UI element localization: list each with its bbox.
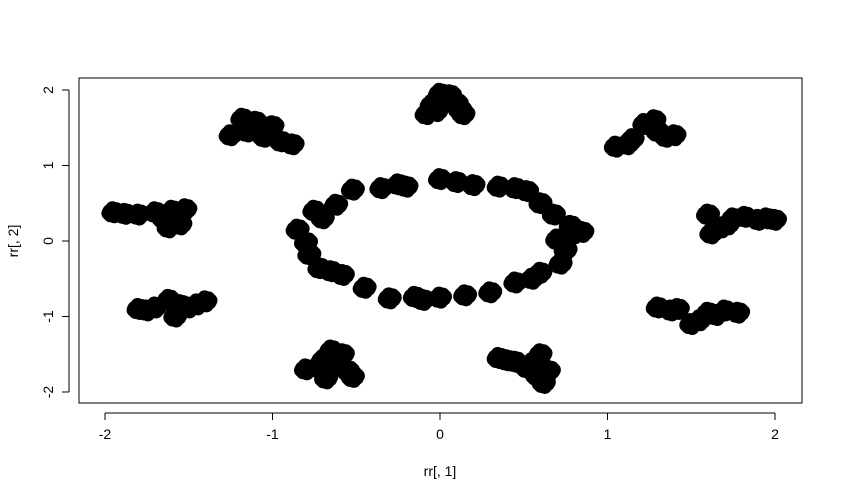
data-point xyxy=(699,222,724,245)
data-point xyxy=(495,349,519,372)
data-point xyxy=(687,309,712,332)
data-point xyxy=(696,203,720,226)
data-point xyxy=(424,100,449,123)
data-point xyxy=(478,281,503,304)
data-point xyxy=(324,193,349,216)
x-tick-label: -1 xyxy=(266,426,279,442)
data-point xyxy=(230,107,255,130)
data-point xyxy=(562,222,586,245)
x-axis: -2 -1 0 1 2 xyxy=(99,412,779,442)
data-point xyxy=(324,352,349,375)
data-point xyxy=(143,201,168,224)
data-point xyxy=(503,177,528,200)
data-point xyxy=(428,168,452,191)
data-point xyxy=(520,267,545,290)
data-point xyxy=(386,173,411,196)
data-point xyxy=(726,301,751,324)
data-point xyxy=(280,133,305,156)
y-tick-label: 2 xyxy=(40,86,56,94)
data-point xyxy=(716,213,741,236)
data-point xyxy=(659,299,684,322)
y-axis-title: rr[, 2] xyxy=(5,225,21,258)
data-point xyxy=(411,288,436,311)
data-point xyxy=(352,276,377,299)
plot-frame xyxy=(78,77,803,404)
data-point xyxy=(185,293,210,316)
x-tick-label: -2 xyxy=(99,426,112,442)
x-tick-label: 0 xyxy=(436,426,444,442)
data-point xyxy=(134,299,159,322)
y-tick-label: -1 xyxy=(40,310,56,323)
data-point xyxy=(642,109,667,132)
data-point xyxy=(302,199,327,222)
data-point xyxy=(285,218,310,241)
data-point xyxy=(173,198,198,221)
data-point xyxy=(377,287,402,310)
y-tick-label: 0 xyxy=(40,237,56,245)
data-point xyxy=(654,125,679,148)
data-point xyxy=(448,98,473,121)
data-point xyxy=(615,133,640,156)
x-axis-title: rr[, 1] xyxy=(424,463,457,479)
points-layer xyxy=(101,82,787,394)
data-point xyxy=(704,303,729,326)
data-point xyxy=(536,359,561,382)
data-point xyxy=(503,271,528,294)
x-tick-label: 1 xyxy=(604,426,612,442)
y-tick-label: -2 xyxy=(40,386,56,399)
data-point xyxy=(156,216,181,239)
data-point xyxy=(444,171,469,194)
data-point xyxy=(754,207,779,230)
data-point xyxy=(453,284,478,307)
data-point xyxy=(548,252,573,275)
data-point xyxy=(113,202,138,225)
data-point xyxy=(340,365,365,388)
x-tick-label: 2 xyxy=(771,426,779,442)
data-point xyxy=(541,203,566,226)
data-point xyxy=(340,178,365,201)
y-axis: -2 -1 0 1 2 xyxy=(40,86,70,399)
data-point xyxy=(428,286,452,309)
data-point xyxy=(319,260,344,283)
y-tick-label: 1 xyxy=(40,161,56,169)
data-point xyxy=(520,352,545,375)
